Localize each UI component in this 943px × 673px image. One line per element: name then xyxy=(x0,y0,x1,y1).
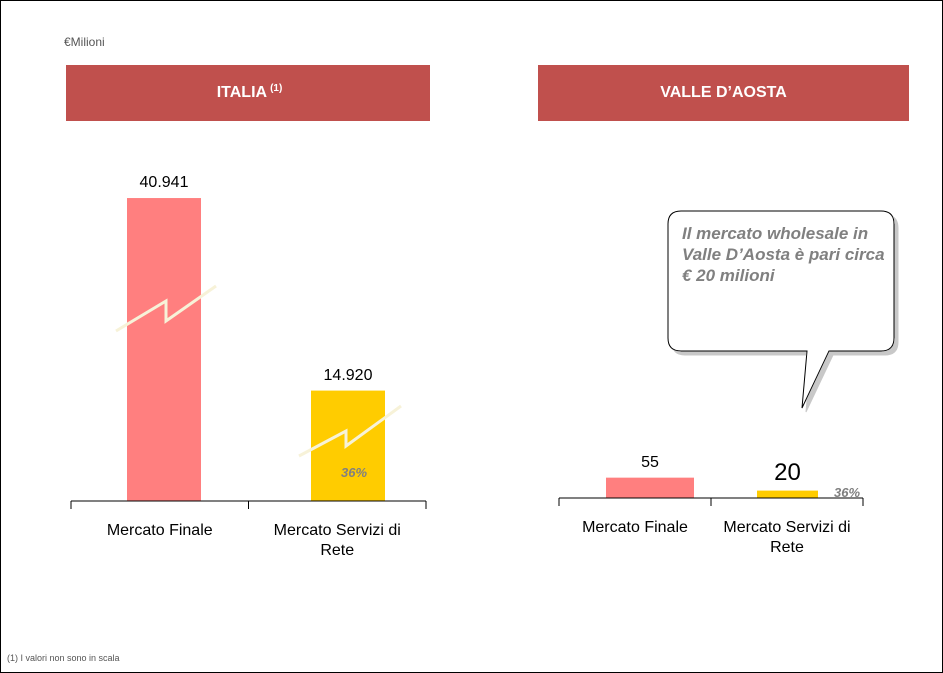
x-tick-label: Mercato Servizi di Rete xyxy=(273,522,401,559)
footnote: (1) I valori non sono in scala xyxy=(7,653,120,663)
value-label: 20 xyxy=(774,458,801,486)
callout-text: Il mercato wholesale in Valle D’Aosta è … xyxy=(682,224,885,285)
value-label: 55 xyxy=(641,453,659,471)
chart-title-note: (1) xyxy=(270,83,283,94)
bar xyxy=(606,477,694,498)
annotation: 36% xyxy=(833,485,861,500)
x-tick-label: Mercato Finale xyxy=(106,522,213,539)
unit-label: €Milioni xyxy=(64,35,105,49)
bar xyxy=(127,198,201,501)
chart-title-box: ITALIA (1) xyxy=(66,65,430,121)
callout-bubble xyxy=(667,210,895,409)
chart-title: ITALIA xyxy=(216,84,268,101)
bar xyxy=(757,490,818,498)
value-label: 40.941 xyxy=(139,174,189,192)
chart-title: VALLE D’AOSTA xyxy=(660,84,787,101)
value-label: 14.920 xyxy=(323,366,373,384)
x-tick-label: Mercato Finale xyxy=(582,519,688,536)
x-tick-label: Mercato Servizi di Rete xyxy=(723,519,851,556)
annotation: 36% xyxy=(340,465,368,480)
chart-title-box: VALLE D’AOSTA xyxy=(538,65,909,121)
axis-break xyxy=(115,284,217,333)
chart-header xyxy=(66,65,430,121)
chart-header xyxy=(538,65,909,121)
axis-break xyxy=(298,404,402,458)
